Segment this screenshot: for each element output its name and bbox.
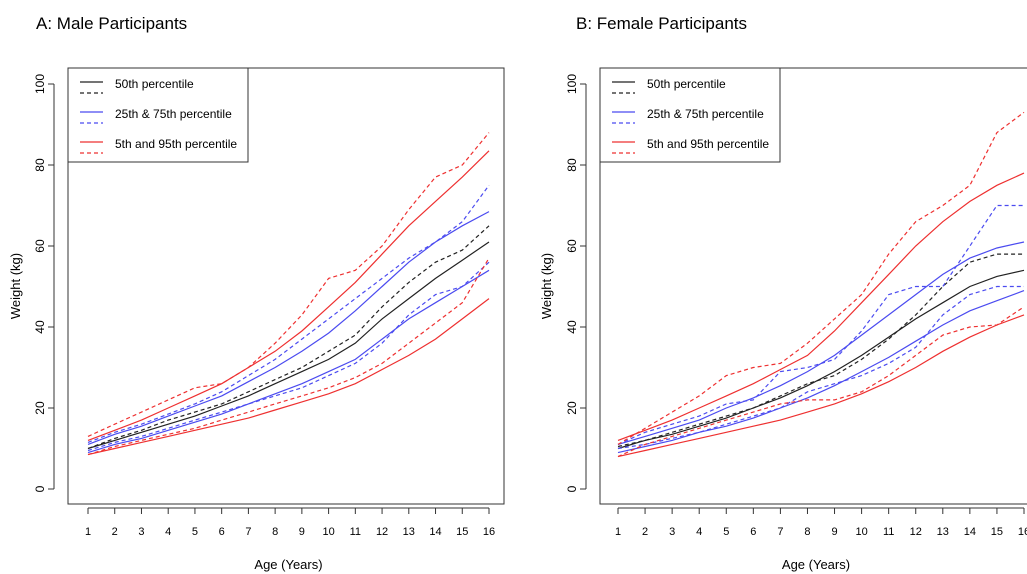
panel-title-male: A: Male Participants [36, 14, 188, 33]
x-tick-label: 10 [322, 526, 334, 538]
legend-label: 50th percentile [115, 77, 194, 91]
x-tick-label: 15 [991, 526, 1003, 538]
x-tick-label: 2 [642, 526, 648, 538]
x-tick-label: 4 [696, 526, 702, 538]
y-tick-label: 0 [33, 485, 47, 492]
series-line-p25_75-solid-2 [87, 211, 490, 445]
y-tick-label: 60 [565, 239, 579, 253]
panel-title-female: B: Female Participants [576, 14, 748, 33]
series-line-p50-dashed-1 [617, 253, 1024, 448]
x-tick-label: 13 [937, 526, 949, 538]
x-tick-label: 2 [112, 526, 118, 538]
y-tick-label: 20 [565, 401, 579, 415]
x-tick-label: 7 [777, 526, 783, 538]
y-axis-label: Weight (kg) [8, 253, 23, 319]
series-line-p50-solid-0 [87, 241, 490, 450]
series-line-p5_95-solid-6 [617, 172, 1025, 441]
series-line-p50-dashed-1 [87, 225, 490, 450]
series-group [617, 111, 1025, 458]
legend-box [67, 67, 249, 163]
plot-frame [67, 67, 505, 505]
y-tick-label: 40 [565, 320, 579, 334]
x-tick-label: 11 [350, 526, 361, 538]
series-line-p25_75-dashed-5 [617, 285, 1024, 450]
y-tick-label: 60 [33, 239, 47, 253]
x-tick-label: 11 [883, 526, 894, 538]
x-tick-label: 10 [855, 526, 867, 538]
x-tick-label: 1 [85, 526, 91, 538]
x-tick-label: 1 [615, 526, 621, 538]
series-line-p5_95-solid-7 [87, 298, 490, 456]
x-tick-label: 3 [138, 526, 144, 538]
x-tick-label: 12 [910, 526, 922, 538]
legend-label: 25th & 75th percentile [647, 107, 764, 121]
x-tick-label: 14 [964, 526, 976, 538]
x-tick-label: 15 [456, 526, 468, 538]
x-tick-label: 5 [723, 526, 729, 538]
x-tick-label: 14 [429, 526, 441, 538]
y-tick-label: 100 [33, 74, 47, 94]
x-axis-label: Age (Years) [254, 557, 322, 572]
series-line-p5_95-dashed-8 [87, 132, 490, 437]
x-tick-label: 12 [376, 526, 388, 538]
x-tick-label: 9 [299, 526, 305, 538]
series-line-p50-solid-0 [617, 269, 1025, 450]
plot-frame [599, 67, 1027, 505]
y-tick-label: 0 [565, 485, 579, 492]
x-tick-label: 9 [831, 526, 837, 538]
series-line-p5_95-dashed-9 [87, 257, 490, 456]
y-tick-label: 80 [565, 158, 579, 172]
series-line-p5_95-solid-6 [87, 150, 490, 441]
y-tick-label: 80 [33, 158, 47, 172]
series-line-p25_75-dashed-4 [617, 204, 1024, 445]
series-line-p25_75-dashed-4 [87, 184, 490, 443]
legend: 50th percentile 25th & 75th percentile 5th… [67, 67, 249, 163]
x-tick-label: 6 [750, 526, 756, 538]
legend-box [599, 67, 781, 163]
x-tick-label: 8 [804, 526, 810, 538]
x-tick-label: 16 [1018, 526, 1027, 538]
series-line-p5_95-solid-7 [617, 314, 1025, 458]
x-tick-label: 5 [192, 526, 198, 538]
x-tick-label: 8 [272, 526, 278, 538]
series-line-p5_95-dashed-9 [617, 306, 1025, 458]
y-tick-label: 40 [33, 320, 47, 334]
x-axis-label: Age (Years) [782, 557, 850, 572]
legend: 50th percentile 25th & 75th percentile 5th… [599, 67, 781, 163]
legend-label: 5th and 95th percentile [115, 137, 237, 151]
series-line-p5_95-dashed-8 [617, 111, 1025, 445]
legend-label: 25th & 75th percentile [115, 107, 232, 121]
x-tick-label: 4 [165, 526, 171, 538]
x-tick-label: 7 [245, 526, 251, 538]
y-tick-label: 100 [565, 74, 579, 94]
series-line-p25_75-solid-3 [617, 290, 1025, 454]
legend-label: 50th percentile [647, 77, 726, 91]
y-tick-label: 20 [33, 401, 47, 415]
series-line-p25_75-solid-3 [87, 269, 490, 454]
x-tick-label: 3 [669, 526, 675, 538]
legend-label: 5th and 95th percentile [647, 137, 769, 151]
x-tick-label: 6 [219, 526, 225, 538]
x-tick-label: 16 [483, 526, 495, 538]
x-tick-label: 13 [403, 526, 415, 538]
y-axis-label: Weight (kg) [539, 253, 554, 319]
series-group [87, 132, 490, 456]
